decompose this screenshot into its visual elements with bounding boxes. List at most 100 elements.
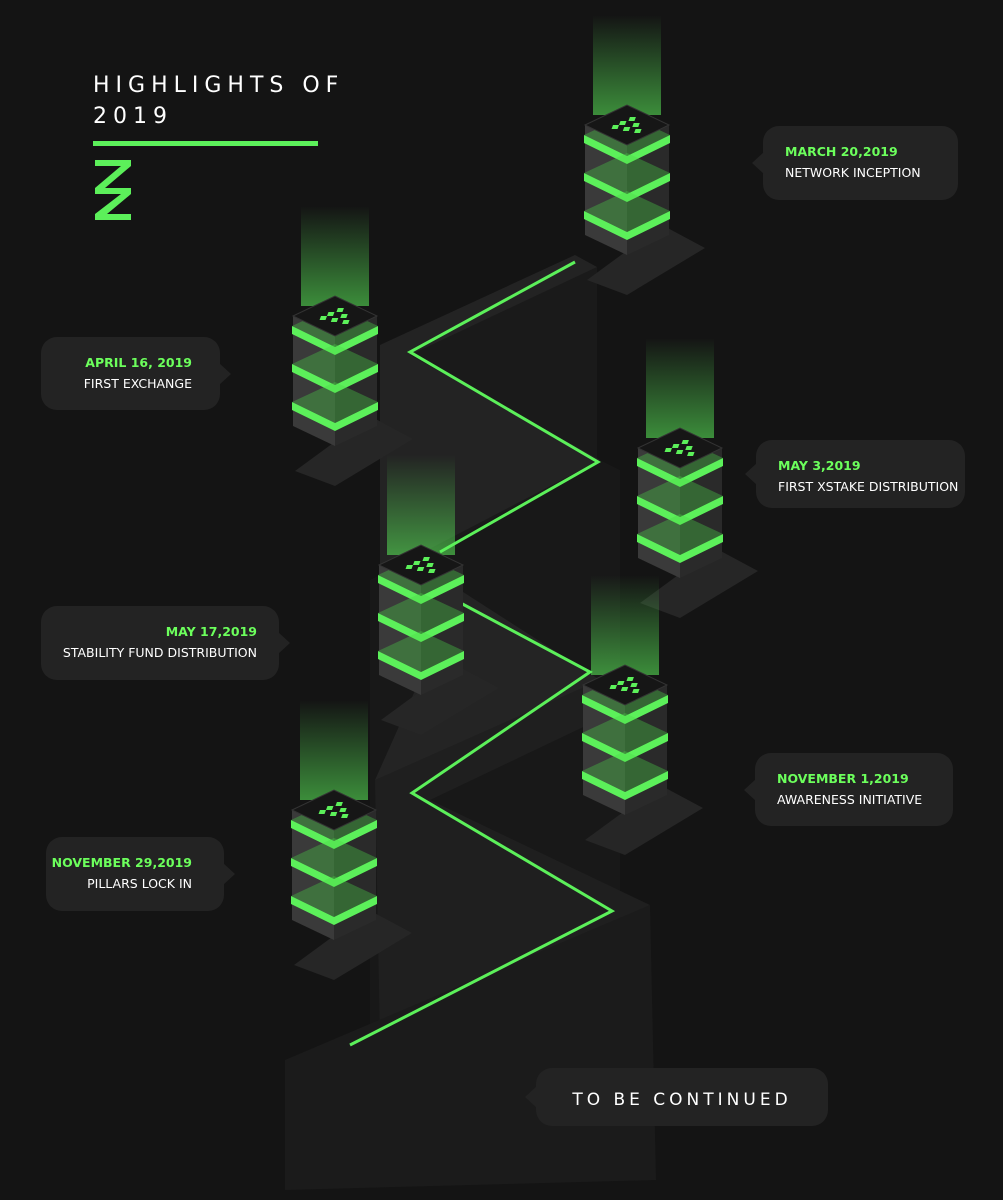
light-beam: [300, 700, 368, 800]
tower-glyph: [341, 814, 349, 818]
tower-glyph: [336, 308, 344, 312]
tower-ring-top: [582, 751, 668, 792]
tower-glyph: [620, 687, 629, 691]
tower-shadow: [587, 225, 705, 295]
tower-ring-top: [584, 153, 670, 194]
title-line-1: HIGHLIGHTS OF: [93, 73, 345, 98]
tower-ring: [584, 211, 670, 240]
tower-glyph: [326, 806, 334, 810]
tower-ring: [378, 651, 464, 680]
tower-glyph: [335, 802, 343, 806]
tower-shadow: [295, 416, 413, 486]
milestone-card-network-inception: MARCH 20,2019 NETWORK INCEPTION: [752, 126, 958, 200]
tower-glyph: [340, 314, 348, 318]
tower-ring: [637, 458, 723, 487]
tower-shadow: [381, 665, 499, 735]
tower-ring: [582, 733, 668, 762]
tower-ring: [291, 820, 377, 849]
milestone-label: FIRST XSTAKE DISTRIBUTION: [778, 479, 959, 494]
page-title: HIGHLIGHTS OF 2019: [93, 70, 413, 132]
tower-ring: [637, 534, 723, 563]
light-beam: [301, 206, 369, 306]
tower-top: [377, 544, 465, 586]
milestone-card-first-exchange: APRIL 16, 2019 FIRST EXCHANGE: [41, 337, 231, 410]
tower-stability-fund: [377, 455, 499, 735]
tower-glyph: [675, 450, 684, 454]
light-beam: [387, 455, 455, 555]
tower-ring-top: [291, 838, 377, 879]
tower-ring: [378, 575, 464, 604]
tower-glyph: [685, 446, 693, 450]
to-be-continued-card: TO BE CONTINUED: [525, 1068, 828, 1126]
tower-shadow: [640, 548, 758, 618]
tower-first-xstake: [636, 338, 758, 618]
tower-glyph: [318, 810, 326, 814]
tower-shadow: [585, 785, 703, 855]
tower-pillars-lock-in: [290, 700, 412, 980]
milestone-label: AWARENESS INITIATIVE: [777, 792, 923, 807]
tower-ring-top: [292, 344, 378, 385]
tower-ring: [292, 402, 378, 431]
milestone-date: NOVEMBER 29,2019: [51, 855, 192, 870]
tower-ring: [584, 173, 670, 202]
brand-logo-icon: [95, 160, 131, 220]
tower-ring: [291, 896, 377, 925]
title-line-2: 2019: [93, 104, 173, 129]
title-underline: [93, 141, 318, 146]
tower-ring-top: [637, 476, 723, 517]
tower-ring-top: [582, 713, 668, 754]
tower-glyph: [339, 808, 347, 812]
milestone-date: APRIL 16, 2019: [85, 355, 192, 370]
tower-awareness-initiative: [581, 575, 703, 855]
tower-glyph: [611, 125, 619, 129]
tower-glyph: [626, 677, 634, 681]
tower-glyph: [319, 316, 327, 320]
milestone-label: PILLARS LOCK IN: [87, 876, 192, 891]
tower-glyph: [634, 129, 642, 133]
tower-glyph: [330, 318, 339, 322]
tower-glyph: [687, 452, 695, 456]
tower-glyph: [422, 557, 430, 561]
tower-top: [583, 104, 671, 146]
tower-glyph: [329, 812, 338, 816]
tower-top: [581, 664, 669, 706]
tower-glyph: [616, 681, 625, 685]
tower-top: [291, 295, 379, 337]
tower-ring-top: [584, 191, 670, 232]
tower-glyph: [413, 561, 421, 565]
tower-glyph: [632, 123, 640, 127]
tower-ring: [582, 695, 668, 724]
milestone-date: MAY 3,2019: [778, 458, 861, 473]
tower-glyph: [664, 448, 672, 452]
milestone-card-first-xstake: MAY 3,2019 FIRST XSTAKE DISTRIBUTION: [745, 440, 965, 508]
tower-glyph: [609, 685, 617, 689]
milestone-label: NETWORK INCEPTION: [785, 165, 921, 180]
tower-glyph: [632, 689, 640, 693]
timeline-path: [349, 260, 616, 1047]
tower-ring: [637, 496, 723, 525]
milestone-card-pillars-lock-in: NOVEMBER 29,2019 PILLARS LOCK IN: [46, 837, 235, 911]
milestone-label: FIRST EXCHANGE: [83, 376, 192, 391]
tower-ring: [378, 613, 464, 642]
tower-glyph: [622, 127, 631, 131]
tower-glyph: [681, 440, 689, 444]
light-beam: [593, 15, 661, 115]
tower-ring: [291, 858, 377, 887]
tower-top: [636, 427, 724, 469]
tower-ring-top: [291, 876, 377, 917]
tower-top: [290, 789, 378, 831]
tower-glyph: [630, 683, 638, 687]
milestone-date: MARCH 20,2019: [785, 144, 898, 159]
tower-glyph: [405, 565, 413, 569]
tower-shadow: [294, 910, 412, 980]
tower-ring-top: [378, 593, 464, 634]
tower-ring: [292, 364, 378, 393]
light-beam: [646, 338, 714, 438]
tower-network-inception: [583, 15, 705, 295]
milestone-card-stability-fund: MAY 17,2019 STABILITY FUND DISTRIBUTION: [41, 606, 290, 680]
tower-glyph: [426, 563, 434, 567]
tower-ring: [292, 326, 378, 355]
tower-glyph: [327, 312, 335, 316]
milestone-card-awareness-initiative: NOVEMBER 1,2019 AWARENESS INITIATIVE: [744, 753, 953, 826]
milestone-label: STABILITY FUND DISTRIBUTION: [62, 645, 257, 660]
